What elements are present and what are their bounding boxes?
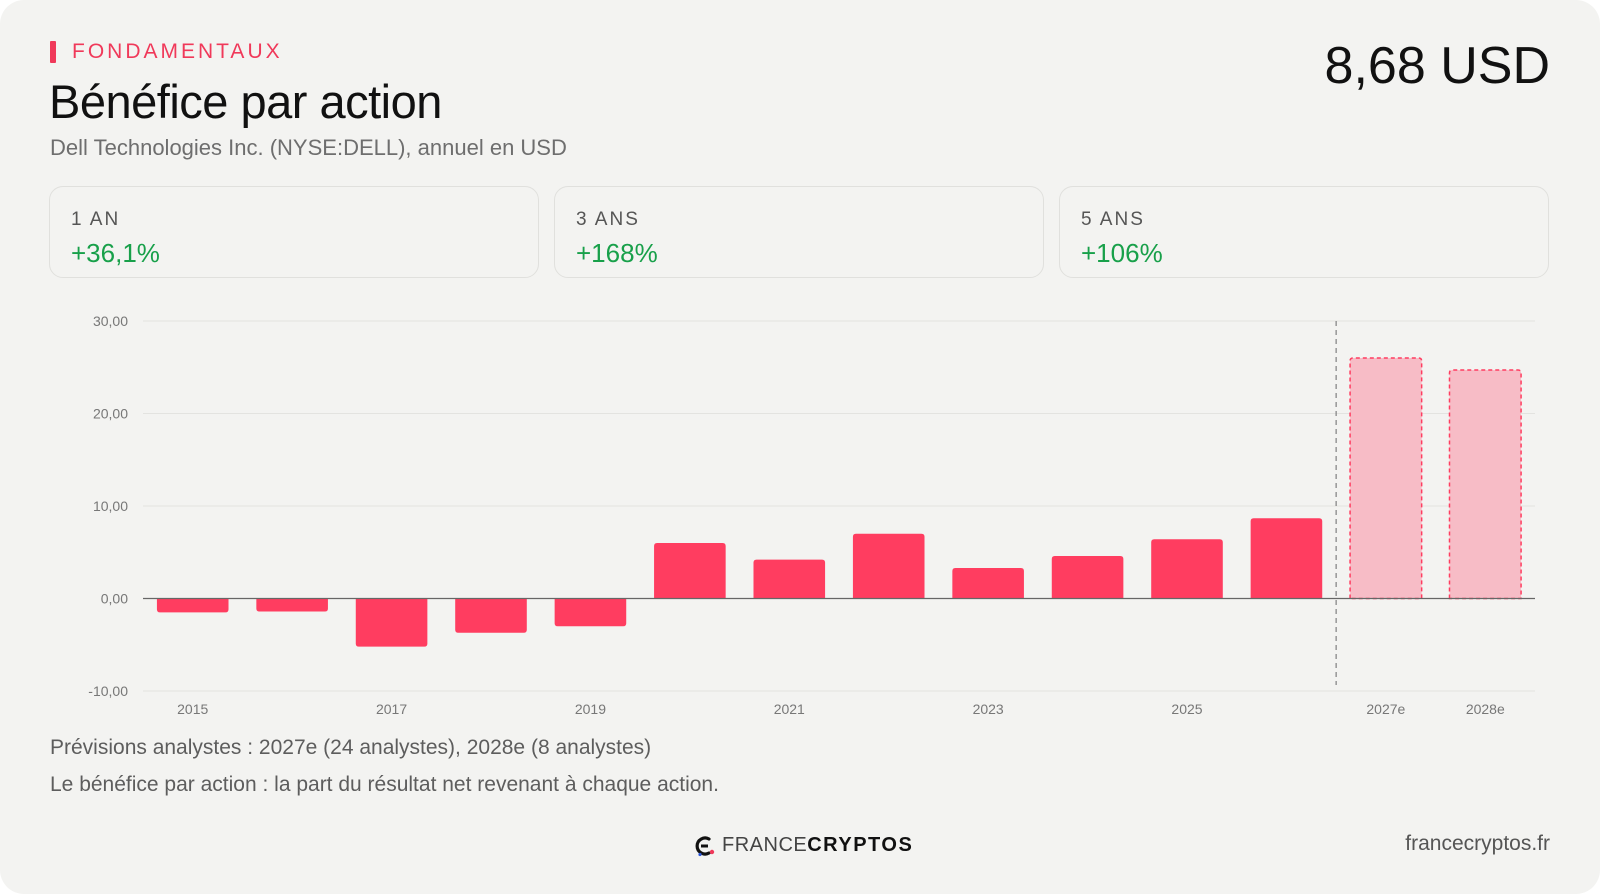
y-tick-label: -10,00 — [88, 683, 128, 699]
section-kicker: FONDAMENTAUX — [50, 40, 283, 64]
bar — [455, 598, 527, 633]
forecast-note: Prévisions analystes : 2027e (24 analyst… — [50, 736, 652, 759]
bar — [1051, 555, 1124, 599]
bar — [753, 559, 826, 599]
definition-note: Le bénéfice par action : la part du résu… — [50, 773, 719, 796]
brand-name-light: FRANCE — [722, 834, 808, 856]
y-tick-label: 10,00 — [93, 498, 128, 514]
bar — [156, 598, 229, 613]
x-tick-label: 2025 — [1171, 701, 1202, 717]
bar — [256, 598, 328, 612]
stat-value: +106% — [1081, 238, 1163, 268]
brand-logo: FRANCE CRYPTOS — [694, 834, 913, 857]
bar — [355, 598, 428, 647]
eps-bar-chart: 30,00 20,00 10,00 0,00 -10,00 2015 2017 2019 202… — [88, 313, 1535, 717]
bar — [852, 533, 925, 599]
stat-label: 5 ANS — [1081, 209, 1145, 230]
stat-label: 3 ANS — [576, 209, 640, 230]
x-tick-label: 2021 — [774, 701, 805, 717]
stat-value: +168% — [576, 238, 658, 268]
page-title: Bénéfice par action — [49, 75, 442, 128]
bar — [1250, 518, 1323, 599]
stat-card-1y: 1 AN +36,1% — [49, 186, 539, 278]
x-tick-label: 2027e — [1366, 701, 1405, 717]
bar — [654, 543, 726, 599]
bar — [952, 567, 1024, 599]
estimate-bar — [1448, 369, 1522, 600]
x-tick-label: 2015 — [177, 701, 208, 717]
stat-value: +36,1% — [71, 238, 160, 268]
x-tick-label: 2019 — [575, 701, 606, 717]
estimate-bar — [1349, 357, 1423, 600]
kicker-label: FONDAMENTAUX — [72, 40, 283, 63]
stat-label: 1 AN — [71, 209, 121, 230]
kicker-accent-bar — [50, 41, 56, 63]
francecryptos-logo-icon — [695, 835, 715, 856]
x-tick-label: 2023 — [973, 701, 1004, 717]
site-url: francecryptos.fr — [1405, 832, 1550, 855]
bar — [554, 598, 627, 627]
y-tick-label: 30,00 — [93, 313, 128, 329]
x-tick-label: 2017 — [376, 701, 407, 717]
stat-card-5y: 5 ANS +106% — [1059, 186, 1549, 278]
y-tick-label: 20,00 — [93, 406, 128, 422]
brand-name-bold: CRYPTOS — [807, 834, 914, 856]
page-subtitle: Dell Technologies Inc. (NYSE:DELL), annu… — [50, 135, 567, 160]
y-tick-label: 0,00 — [101, 591, 128, 607]
stat-card-3y: 3 ANS +168% — [554, 186, 1044, 278]
bar — [1151, 539, 1223, 599]
current-eps-value: 8,68 USD — [1324, 37, 1550, 95]
x-tick-label: 2028e — [1466, 701, 1505, 717]
